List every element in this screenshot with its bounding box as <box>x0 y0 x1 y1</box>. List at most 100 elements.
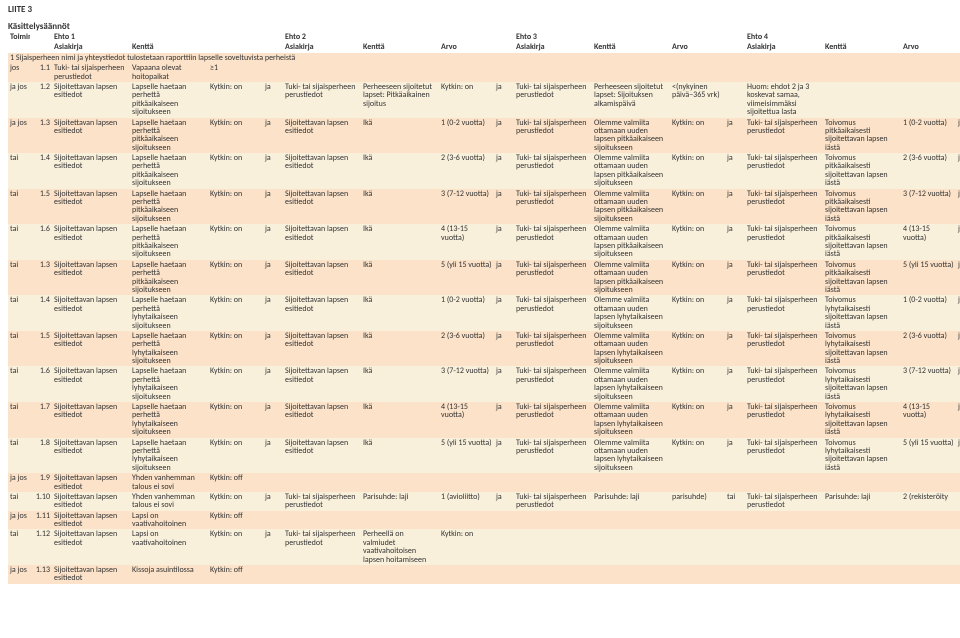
cell: ja <box>725 189 745 225</box>
cell: Kytkin: on <box>670 118 725 154</box>
cell: Olemme valmiita ottamaan uuden lapsen ly… <box>592 438 670 474</box>
cell <box>263 511 283 530</box>
cell: ja <box>956 331 960 367</box>
cell: Tuki- tai sijaisperheen perustiedot <box>745 295 823 331</box>
cell: 1 (0-2 vuotta) <box>901 118 956 154</box>
cell: Tuki- tai sijaisperheen perustiedot <box>283 492 361 511</box>
cell: Tuki- tai sijaisperheen perustiedot <box>52 63 130 82</box>
cell: 1.5 <box>30 331 52 367</box>
header-col: Asiakirja <box>52 42 130 52</box>
header-col: Kenttä <box>592 42 670 52</box>
cell: Sijoitettavan lapsen esitiedot <box>52 295 130 331</box>
cell: Toivomus pitkäaikaisesti sijoitettavan l… <box>823 189 901 225</box>
cell: Toivomus pitkäaikaisesti sijoitettavan l… <box>823 153 901 189</box>
header-ehto <box>592 32 670 42</box>
cell <box>439 511 494 530</box>
cell: ja <box>956 153 960 189</box>
cell <box>745 473 823 492</box>
cell <box>725 82 745 118</box>
cell <box>514 473 592 492</box>
cell: ja jos <box>8 565 30 584</box>
header-ehto <box>439 32 494 42</box>
rule-row: tai1.12Sijoitettavan lapsen esitiedotLap… <box>8 529 960 565</box>
page-liite: LIITE 3 <box>8 4 952 15</box>
header-col: Arvo <box>439 42 494 52</box>
cell: ja <box>263 438 283 474</box>
cell: jos <box>8 63 30 82</box>
cell: 2 (rekisteröity <box>901 492 956 511</box>
cell <box>494 63 514 82</box>
cell <box>361 511 439 530</box>
cell <box>956 63 960 82</box>
cell: Ikä <box>361 224 439 260</box>
header-ehto <box>361 32 439 42</box>
cell: ja <box>263 189 283 225</box>
header-col <box>8 42 30 52</box>
cell: Kytkin: on <box>670 224 725 260</box>
cell <box>901 473 956 492</box>
section-title: 1 Sijaisperheen nimi ja yhteystiedot tul… <box>8 53 960 63</box>
cell: ja <box>263 224 283 260</box>
cell: ja jos <box>8 118 30 154</box>
cell <box>439 473 494 492</box>
cell: Sijoitettavan lapsen esitiedot <box>283 153 361 189</box>
cell: Ikä <box>361 402 439 438</box>
cell: ja <box>263 260 283 296</box>
cell: Tuki- tai sijaisperheen perustiedot <box>745 438 823 474</box>
cell: 3 (7-12 vuotta) <box>439 189 494 225</box>
header-col <box>208 42 263 52</box>
rule-row: ja jos1.2Sijoitettavan lapsen esitiedotL… <box>8 82 960 118</box>
rule-row: tai1.6Sijoitettavan lapsen esitiedotLaps… <box>8 366 960 402</box>
cell <box>283 511 361 530</box>
cell: 5 (yli 15 vuotta) <box>439 438 494 474</box>
cell: Lapselle haetaan perhettä pitkäaikaiseen… <box>130 82 208 118</box>
cell: 2 (3-6 vuotta) <box>901 331 956 367</box>
cell: ja <box>956 189 960 225</box>
header-ehto <box>901 32 956 42</box>
cell: 5 (yli 15 vuotta) <box>901 438 956 474</box>
rule-row: tai1.3Sijoitettavan lapsen esitiedotLaps… <box>8 260 960 296</box>
cell: Sijoitettavan lapsen esitiedot <box>283 224 361 260</box>
cell: Olemme valmiita ottamaan uuden lapsen ly… <box>592 295 670 331</box>
cell <box>956 511 960 530</box>
header-col: Asiakirja <box>745 42 823 52</box>
cell: 4 (13-15 vuotta) <box>439 402 494 438</box>
cell: Sijoitettavan lapsen esitiedot <box>52 118 130 154</box>
cell: 2 (3-6 vuotta) <box>439 331 494 367</box>
cell: Tuki- tai sijaisperheen perustiedot <box>745 492 823 511</box>
cell: 1.1 <box>30 63 52 82</box>
cell: Ikä <box>361 366 439 402</box>
cell: ja <box>956 366 960 402</box>
cell <box>514 63 592 82</box>
rule-row: ja jos1.13Sijoitettavan lapsen esitiedot… <box>8 565 960 584</box>
cell: Kytkin: on <box>208 366 263 402</box>
cell: Kytkin: off <box>208 473 263 492</box>
cell: Ikä <box>361 295 439 331</box>
cell: Tuki- tai sijaisperheen perustiedot <box>514 438 592 474</box>
cell <box>745 565 823 584</box>
header-ehto: Ehto 4 <box>745 32 823 42</box>
cell: Tuki- tai sijaisperheen perustiedot <box>514 224 592 260</box>
cell <box>592 63 670 82</box>
cell <box>901 529 956 565</box>
cell: Tuki- tai sijaisperheen perustiedot <box>745 331 823 367</box>
cell: 1.3 <box>30 260 52 296</box>
rule-row: tai1.5Sijoitettavan lapsen esitiedotLaps… <box>8 331 960 367</box>
cell: 2 (3-6 vuotta) <box>901 153 956 189</box>
cell: Kytkin: on <box>670 153 725 189</box>
cell: ja <box>956 438 960 474</box>
cell: Olemme valmiita ottamaan uuden lapsen pi… <box>592 189 670 225</box>
cell: 1.13 <box>30 565 52 584</box>
cell: tai <box>8 492 30 511</box>
cell: ja <box>494 118 514 154</box>
cell: <(nykyinen päivä−365 vrk) <box>670 82 725 118</box>
cell: Sijoitettavan lapsen esitiedot <box>52 511 130 530</box>
header-col: Asiakirja <box>283 42 361 52</box>
cell <box>823 565 901 584</box>
cell: Olemme valmiita ottamaan uuden lapsen ly… <box>592 366 670 402</box>
header-ehto <box>823 32 901 42</box>
cell: Kytkin: on <box>208 118 263 154</box>
cell: 4 (13-15 vuotta) <box>901 402 956 438</box>
cell <box>725 511 745 530</box>
cell: 1.6 <box>30 224 52 260</box>
